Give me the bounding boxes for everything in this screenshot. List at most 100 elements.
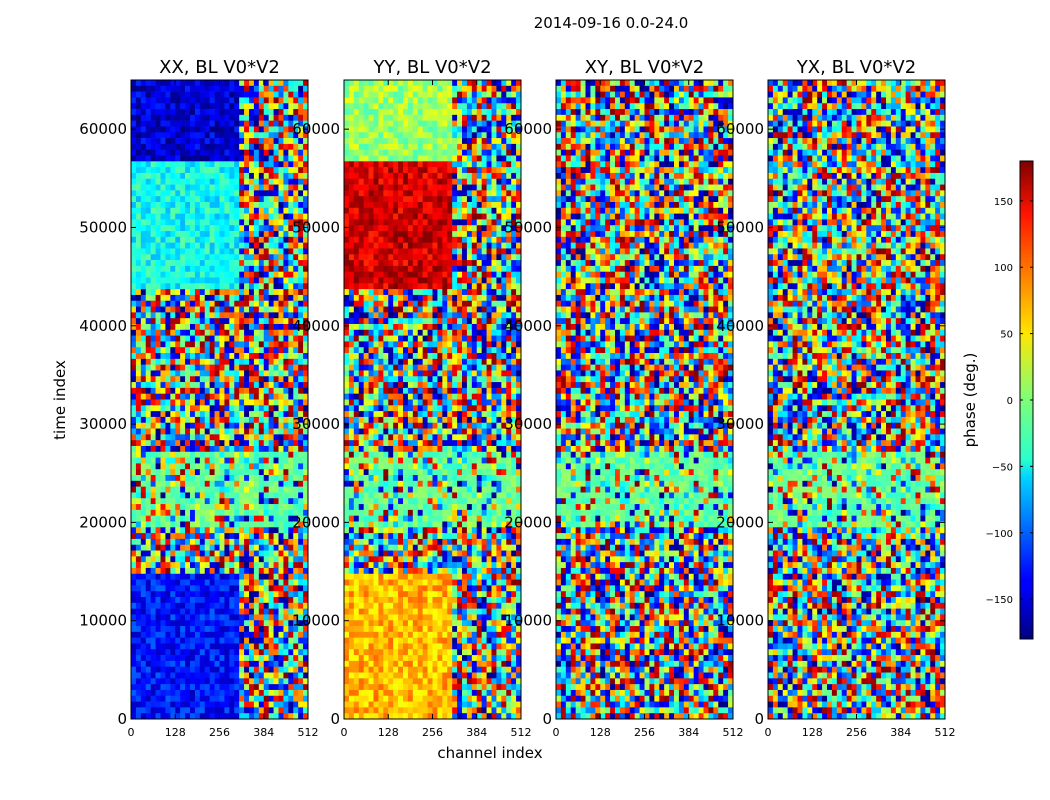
heatmap-cell (417, 114, 423, 121)
heatmap-cell (194, 167, 201, 174)
heatmap-cell (273, 666, 279, 673)
heatmap-cell (135, 219, 142, 226)
heatmap-cell (160, 666, 166, 673)
heatmap-cell (268, 475, 274, 482)
heatmap-cell (219, 684, 225, 691)
heatmap-cell (383, 91, 389, 98)
heatmap-cell (298, 329, 304, 336)
heatmap-cell (471, 161, 478, 168)
heatmap-cell (249, 411, 255, 418)
heatmap-cell (219, 405, 225, 412)
heatmap-cell (234, 277, 240, 284)
heatmap-cell (180, 631, 186, 638)
heatmap-cell (298, 660, 304, 668)
heatmap-cell (209, 608, 215, 615)
heatmap-cell (214, 132, 220, 139)
heatmap-cell (224, 614, 230, 621)
heatmap-cell (273, 393, 279, 400)
heatmap-cell (170, 573, 176, 580)
heatmap-cell (180, 138, 186, 145)
heatmap-cell (288, 167, 294, 174)
heatmap-cell (224, 637, 230, 644)
heatmap-cell (437, 103, 443, 110)
heatmap-cell (224, 504, 230, 511)
heatmap-cell (165, 504, 171, 511)
heatmap-cell (303, 149, 309, 156)
heatmap-cell (263, 260, 269, 267)
heatmap-cell (452, 109, 458, 116)
heatmap-cell (219, 318, 225, 325)
heatmap-cell (224, 672, 230, 679)
heatmap-cell (194, 475, 201, 482)
heatmap-cell (214, 689, 220, 697)
heatmap-cell (234, 591, 240, 598)
heatmap-cell (165, 509, 171, 516)
heatmap-cell (175, 597, 181, 604)
heatmap-cell (427, 236, 433, 243)
heatmap-cell (293, 219, 299, 226)
heatmap-cell (249, 451, 255, 458)
heatmap-cell (135, 358, 142, 365)
heatmap-cell (170, 538, 176, 546)
heatmap-cell (194, 236, 201, 243)
heatmap-cell (214, 143, 220, 151)
heatmap-cell (229, 655, 235, 662)
heatmap-cell (427, 167, 433, 174)
heatmap-cell (170, 109, 176, 116)
heatmap-cell (481, 178, 487, 185)
heatmap-cell (190, 533, 196, 540)
heatmap-cell (209, 713, 215, 720)
heatmap-cell (249, 713, 255, 720)
heatmap-cell (288, 626, 294, 633)
heatmap-cell (373, 114, 379, 121)
heatmap-cell (135, 387, 142, 394)
heatmap-cell (263, 353, 269, 360)
heatmap-cell (249, 504, 255, 511)
heatmap-cell (135, 515, 142, 522)
heatmap-cell (224, 277, 230, 284)
heatmap-cell (283, 486, 289, 493)
heatmap-cell (131, 562, 137, 569)
heatmap-cell (383, 207, 389, 214)
heatmap-cell (506, 184, 512, 191)
heatmap-cell (165, 486, 171, 493)
heatmap-cell (298, 620, 304, 627)
heatmap-cell (219, 382, 225, 389)
heatmap-cell (180, 573, 186, 580)
heatmap-cell (155, 579, 161, 586)
heatmap-cell (244, 289, 250, 296)
heatmap-cell (199, 114, 206, 121)
heatmap-cell (268, 631, 274, 638)
heatmap-cell (229, 492, 235, 499)
heatmap-cell (229, 161, 235, 168)
heatmap-cell (253, 172, 260, 180)
heatmap-cell (239, 475, 245, 482)
heatmap-cell (268, 626, 274, 633)
heatmap-cell (180, 167, 186, 174)
heatmap-cell (427, 178, 433, 185)
heatmap-cell (145, 666, 151, 673)
heatmap-cell (234, 283, 240, 290)
heatmap-cell (476, 219, 482, 226)
heatmap-cell (263, 201, 269, 209)
heatmap-cell (190, 271, 196, 278)
heatmap-cell (447, 126, 453, 133)
heatmap-cell (244, 689, 250, 697)
heatmap-cell (170, 556, 176, 563)
heatmap-cell (199, 393, 206, 400)
panel-1: YY, BL V0*V20 128 256 384 512010000200003000… (292, 57, 531, 739)
heatmap-cell (224, 364, 230, 371)
heatmap-cell (288, 701, 294, 708)
heatmap-cell (194, 85, 201, 92)
heatmap-cell (145, 643, 151, 650)
heatmap-cell (358, 149, 364, 156)
heatmap-cell (268, 562, 274, 569)
heatmap-cell (303, 225, 309, 232)
heatmap-cell (194, 695, 201, 702)
heatmap-cell (283, 626, 289, 633)
heatmap-cell (263, 469, 269, 476)
heatmap-cell (476, 149, 482, 156)
heatmap-cell (219, 114, 225, 121)
heatmap-cell (209, 637, 215, 644)
heatmap-cell (501, 132, 507, 139)
